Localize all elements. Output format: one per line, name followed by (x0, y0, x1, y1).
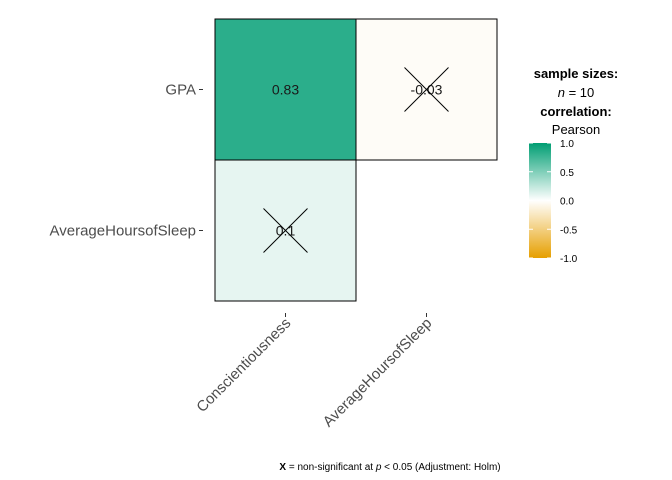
legend-ticks: 1.0 0.5 0.0 -0.5 -1.0 (529, 139, 578, 265)
caption-p-symbol: p (375, 462, 382, 473)
legend-tick-label: -0.5 (560, 225, 578, 236)
caption-x-symbol: X (279, 462, 286, 473)
legend-sample-sizes-title: sample sizes: (534, 66, 619, 81)
cross-line-b (263, 208, 308, 253)
y-tick-label-averagehoursofsleep: AverageHoursofSleep (50, 223, 196, 240)
legend-sample-size: n = 10 (558, 85, 595, 100)
y-tick-label-gpa: GPA (165, 82, 196, 99)
legend-method: Pearson (552, 122, 600, 137)
x-axis-ticks: Conscientiousness AverageHoursofSleep (193, 313, 435, 430)
nonsignificant-cross-icon (263, 208, 308, 253)
legend-correlation-title: correlation: (540, 104, 612, 119)
legend-tick-label: 0.0 (560, 197, 574, 208)
cell-gpa-conscientiousness (214, 18, 357, 161)
caption: X = non-significant at p < 0.05 (Adjustm… (279, 462, 500, 473)
nonsignificant-cross-icon (404, 67, 449, 112)
legend-tick-label: -1.0 (560, 254, 578, 265)
caption-text-2: < 0.05 (Adjustment: Holm) (381, 462, 500, 473)
cross-line-b (404, 67, 449, 112)
x-tick-label-averagehoursofsleep: AverageHoursofSleep (320, 315, 436, 431)
heatmap-cells: 0.83-0.030.1 (214, 18, 498, 302)
legend-colorbar (529, 143, 551, 258)
x-tick-label-conscientiousness: Conscientiousness (193, 315, 294, 416)
legend-n-value: = 10 (565, 85, 594, 100)
y-axis-ticks: GPA AverageHoursofSleep (50, 82, 203, 240)
cell-value-gpa-conscientiousness: 0.83 (272, 82, 299, 98)
legend-tick-label: 0.5 (560, 168, 574, 179)
legend-tick-label: 1.0 (560, 139, 574, 150)
legend-n-symbol: n (558, 85, 565, 100)
caption-text-1: = non-significant at (286, 462, 376, 473)
legend: sample sizes: n = 10 correlation: Pearso… (529, 66, 618, 265)
